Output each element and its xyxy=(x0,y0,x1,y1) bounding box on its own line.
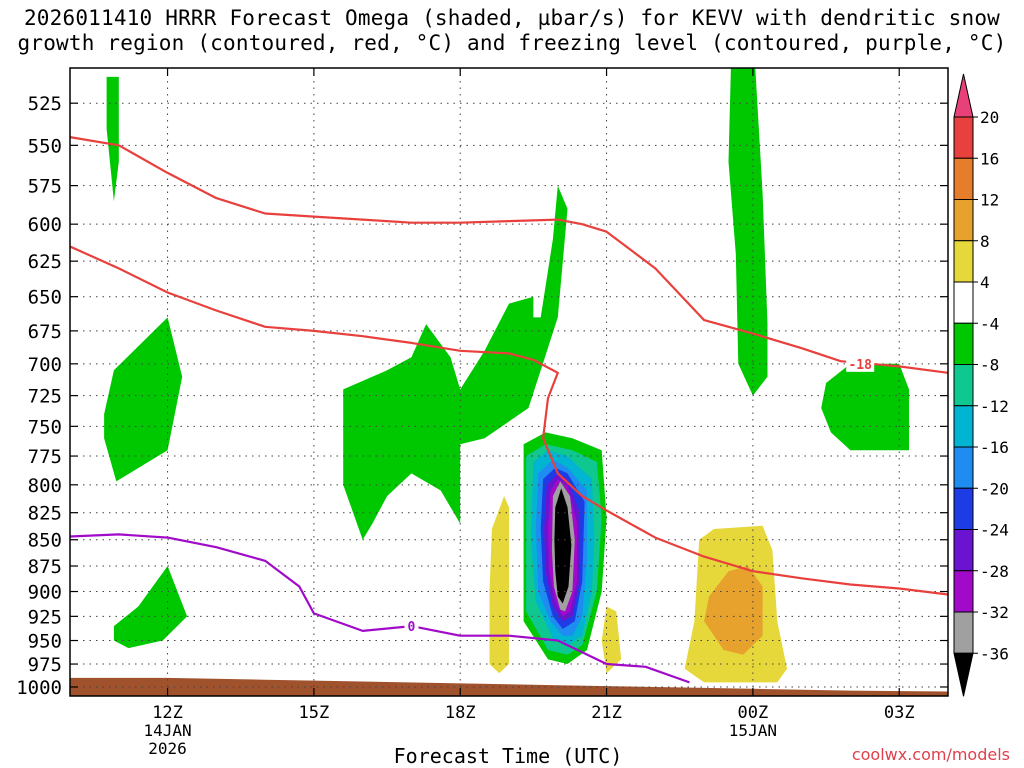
y-tick-label: 850 xyxy=(28,530,62,552)
freezing-label-bg xyxy=(404,618,419,635)
y-tick-label: 625 xyxy=(28,251,62,273)
y-tick-label: 975 xyxy=(28,654,62,676)
y-tick-label: 800 xyxy=(28,475,62,497)
y-tick-label: 575 xyxy=(28,176,62,198)
y-tick-label: 600 xyxy=(28,214,62,236)
y-tick-label: 725 xyxy=(28,386,62,408)
colorbar-segment xyxy=(953,116,974,159)
y-tick-label: 900 xyxy=(28,582,62,604)
colorbar-segment xyxy=(953,322,974,365)
x-tick-year-label: 2026 xyxy=(148,739,187,758)
colorbar-label: -32 xyxy=(980,603,1009,622)
omega-region xyxy=(728,68,768,396)
y-tick-label: 775 xyxy=(28,446,62,468)
colorbar-label: -8 xyxy=(980,356,999,375)
temperature-contour xyxy=(70,245,948,596)
colorbar-segment xyxy=(953,281,974,324)
omega-region xyxy=(106,76,119,202)
x-tick-date-label: 14JAN xyxy=(143,721,191,740)
colorbar-label: 16 xyxy=(980,149,999,168)
y-tick-label: 875 xyxy=(28,556,62,578)
x-axis-label: Forecast Time (UTC) xyxy=(394,744,623,768)
colorbar-label: 12 xyxy=(980,191,999,210)
colorbar-segment xyxy=(953,487,974,530)
y-tick-label: 750 xyxy=(28,416,62,438)
x-tick-label: 00Z xyxy=(738,703,769,723)
y-tick-label: 700 xyxy=(28,354,62,376)
omega-region xyxy=(489,496,509,674)
terrain-fill xyxy=(70,677,948,696)
omega-region xyxy=(704,566,763,655)
x-tick-label: 21Z xyxy=(591,703,622,723)
colorbar-label: 4 xyxy=(980,273,990,292)
colorbar-label: -20 xyxy=(980,479,1009,498)
colorbar-segment xyxy=(953,240,974,283)
omega-region xyxy=(343,185,568,540)
colorbar-label: -12 xyxy=(980,397,1009,416)
temperature-contour xyxy=(70,136,948,374)
colorbar-arrow-top xyxy=(953,73,974,118)
colorbar-label: -24 xyxy=(980,521,1009,540)
y-tick-label: 825 xyxy=(28,503,62,525)
plot-frame xyxy=(69,67,949,697)
colorbar-segment xyxy=(953,364,974,407)
freezing-level-label: 0 xyxy=(408,620,416,635)
colorbar-segment xyxy=(953,157,974,200)
x-tick-label: 12Z xyxy=(152,703,183,723)
omega-region xyxy=(821,363,909,451)
chart-title-line-1: 2026011410 HRRR Forecast Omega (shaded, … xyxy=(23,6,1001,30)
chart-title-line-2: growth region (contoured, red, °C) and f… xyxy=(17,31,1007,55)
colorbar-label: -4 xyxy=(980,314,999,333)
freezing-level-contour xyxy=(70,533,690,684)
omega-region xyxy=(104,317,183,482)
omega-region xyxy=(113,566,188,649)
omega-region xyxy=(601,606,622,674)
y-tick-label: 675 xyxy=(28,321,62,343)
omega-region xyxy=(554,488,572,604)
y-tick-label: 1000 xyxy=(16,677,62,699)
colorbar-label: -16 xyxy=(980,438,1009,457)
colorbar-segment xyxy=(953,529,974,572)
colorbar-label: 8 xyxy=(980,232,990,251)
credit-text: coolwx.com/models xyxy=(851,745,1010,764)
contour-label-bg xyxy=(846,355,875,372)
colorbar-segment xyxy=(953,405,974,448)
colorbar-segment xyxy=(953,199,974,242)
y-tick-label: 925 xyxy=(28,606,62,628)
y-tick-label: 650 xyxy=(28,287,62,309)
colorbar-label: -28 xyxy=(980,562,1009,581)
temperature-contour-label: -18 xyxy=(848,358,872,373)
x-tick-label: 03Z xyxy=(884,703,915,723)
x-tick-label: 18Z xyxy=(445,703,476,723)
colorbar-label: 20 xyxy=(980,108,999,127)
y-tick-label: 950 xyxy=(28,631,62,653)
colorbar-arrow-bottom xyxy=(953,652,974,697)
colorbar-label: -36 xyxy=(980,644,1009,663)
colorbar-segment xyxy=(953,570,974,613)
y-tick-label: 550 xyxy=(28,135,62,157)
colorbar-segment xyxy=(953,611,974,654)
x-tick-date-label: 15JAN xyxy=(729,721,777,740)
y-tick-label: 525 xyxy=(28,93,62,115)
colorbar-segment xyxy=(953,446,974,489)
x-tick-label: 15Z xyxy=(299,703,330,723)
